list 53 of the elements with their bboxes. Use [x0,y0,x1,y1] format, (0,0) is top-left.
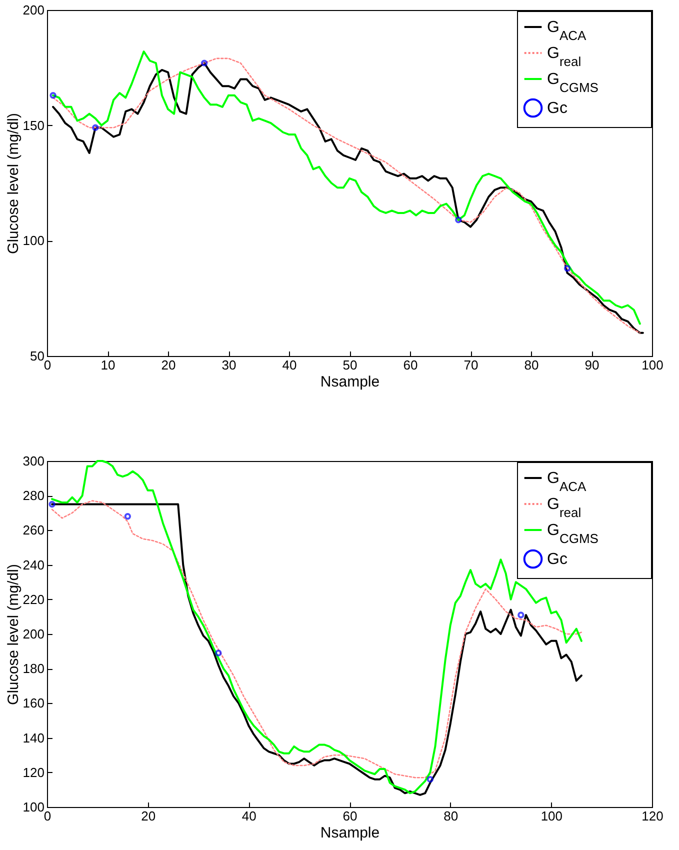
y-tick-label: 120 [22,764,44,780]
x-tick-label: 70 [464,358,478,372]
y-tick-label: 160 [22,696,44,711]
x-tick-label: 20 [161,358,176,372]
y-tick-label: 200 [22,2,44,18]
x-tick-label: 80 [524,358,539,372]
x-tick-label: 40 [242,808,256,824]
point [92,124,99,131]
x-tick-label: 100 [642,358,664,372]
point [50,92,56,99]
y-tick-label: 140 [22,730,44,746]
x-tick-label: 120 [642,808,664,824]
point [518,612,524,618]
legend-label: G$_{real}$ [547,45,582,68]
y-tick-label: 300 [22,454,44,468]
point [455,216,462,224]
point [124,513,132,520]
x-tick-label: 80 [444,808,458,824]
legend-label: G$_{ACA}$ [547,470,587,494]
y-tick-label: 100 [22,233,44,248]
point [426,776,434,783]
y-tick-label: 240 [22,557,44,572]
legend-label: Gc [547,551,568,568]
y-axis-title: Glucose level (mg/dl) [4,564,22,705]
y-tick-label: 180 [22,661,44,676]
point [564,265,571,272]
x-tick-label: 90 [584,358,600,372]
x-tick-label: 0 [44,358,52,372]
y-tick-label: 260 [22,522,44,538]
legend-label: G$_{CGMS}$ [547,71,599,94]
x-tick-label: 60 [403,358,418,372]
x-tick-label: 40 [282,358,297,372]
x-tick-label: 50 [342,358,358,372]
legend-label: G$_{real}$ [547,496,582,520]
y-axis-title: Glucose level (mg/dl) [4,113,22,254]
legend-label: Gc [547,100,568,117]
x-tick-label: 10 [100,358,116,372]
point [215,650,222,656]
x-tick-label: 0 [44,808,52,824]
point [48,500,56,508]
x-tick-label: 60 [342,808,358,824]
x-axis-title: Nsample [320,374,380,390]
legend-label: G$_{CGMS}$ [547,522,599,546]
x-tick-label: 100 [540,808,563,824]
y-tick-label: 220 [22,592,44,607]
legend-label: G$_{ACA}$ [547,19,587,42]
point [200,60,208,66]
y-tick-label: 150 [22,118,44,133]
y-tick-label: 280 [22,488,44,504]
x-axis-title: Nsample [320,824,380,842]
x-tick-label: 20 [141,808,156,824]
y-tick-label: 200 [22,626,44,642]
x-tick-label: 30 [222,358,236,372]
